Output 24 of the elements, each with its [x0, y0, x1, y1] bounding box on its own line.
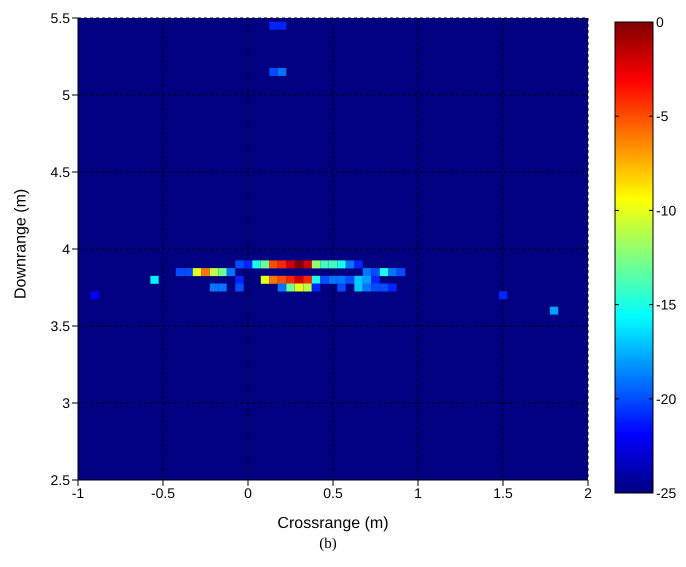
y-tick-label: 3.5: [50, 318, 70, 334]
y-axis-title: Downrange (m): [12, 188, 30, 299]
colorbar: -25 -20 -15 -10 -5 0: [614, 14, 676, 501]
color-bar-label: -20: [656, 390, 676, 407]
color-bar-label: 0: [656, 14, 664, 30]
x-tick-label: 2: [584, 484, 592, 501]
y-tick-label: 5.5: [50, 10, 70, 26]
x-tick-label: 1.5: [493, 484, 513, 501]
y-tick-label: 4.5: [50, 164, 70, 180]
x-tick-label: 0: [244, 484, 252, 501]
x-axis-title: Crossrange (m): [277, 515, 389, 532]
y-tick-label: 3: [62, 394, 70, 411]
x-tick-label: -1: [72, 484, 84, 501]
x-tick-label: 1: [414, 484, 422, 501]
y-tick-label: 5: [62, 86, 70, 103]
x-tick-label: -0.5: [150, 484, 176, 501]
color-bar-label: -10: [656, 202, 676, 218]
color-bar-label: -15: [656, 296, 676, 313]
x-tick-label: 0.5: [323, 484, 343, 501]
color-bar-label: -25: [656, 485, 676, 501]
y-tick-label: 4: [62, 240, 70, 257]
text: (b): [318, 536, 338, 553]
color-bar-label: -5: [656, 108, 669, 124]
y-tick-label: 2.5: [50, 472, 70, 488]
